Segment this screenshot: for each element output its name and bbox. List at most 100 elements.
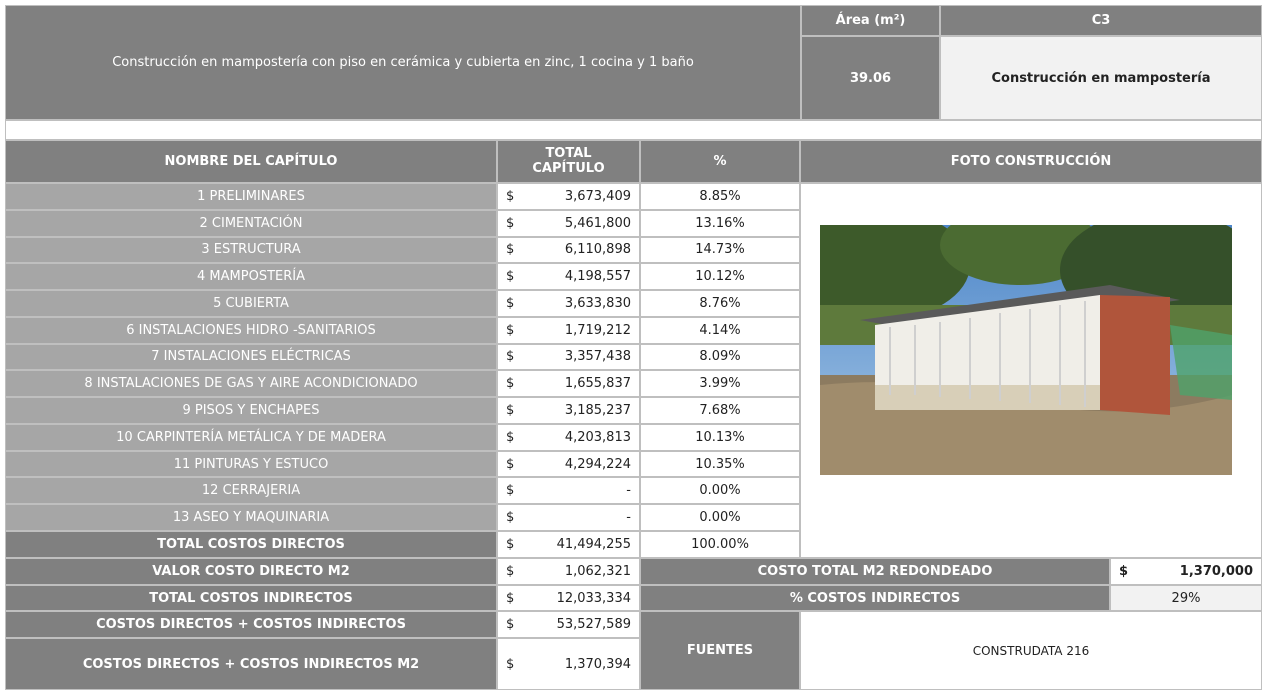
chapter-percent: 7.68% — [640, 397, 800, 424]
currency: $ — [506, 617, 514, 632]
currency: $ — [506, 510, 514, 525]
chapter-percent: 10.13% — [695, 430, 745, 445]
currency: $ — [506, 657, 514, 672]
amount: 1,719,212 — [565, 323, 631, 338]
sources-value: CONSTRUDATA 216 — [973, 644, 1090, 658]
code: C3 — [1092, 13, 1111, 28]
column-header: FOTO CONSTRUCCIÓN — [800, 140, 1262, 183]
chapter-name: 4 MAMPOSTERÍA — [5, 263, 497, 290]
amount: 5,461,800 — [565, 216, 631, 231]
construction-type: Construcción en mampostería — [940, 36, 1262, 120]
indirect-label: % COSTOS INDIRECTOS — [790, 591, 960, 606]
column-header: TOTAL CAPÍTULO — [497, 140, 640, 183]
code: C3 — [940, 5, 1262, 36]
chapter-name: 2 CIMENTACIÓN — [200, 216, 303, 231]
chapter-name: 7 INSTALACIONES ELÉCTRICAS — [5, 344, 497, 371]
description: Construcción en mampostería con piso en … — [5, 5, 801, 120]
money-cell: $4,294,224 — [497, 451, 640, 478]
money-cell: $4,198,557 — [497, 263, 640, 290]
currency: $ — [506, 591, 514, 606]
area-value: 39.06 — [850, 71, 891, 86]
chapter-name: 13 ASEO Y MAQUINARIA — [5, 504, 497, 531]
currency: $ — [506, 189, 514, 204]
indirect-value: 29% — [1172, 591, 1201, 606]
chapter-name: 6 INSTALACIONES HIDRO -SANITARIOS — [5, 317, 497, 344]
amount: 1,370,000 — [1180, 564, 1253, 579]
total-name: TOTAL COSTOS DIRECTOS — [5, 531, 497, 558]
indirect-label: % COSTOS INDIRECTOS — [640, 585, 1110, 611]
amount: 53,527,589 — [557, 617, 631, 632]
money-cell: $12,033,334 — [497, 585, 640, 611]
chapter-percent: 10.12% — [640, 263, 800, 290]
currency: $ — [506, 349, 514, 364]
amount: 3,673,409 — [565, 189, 631, 204]
currency: $ — [506, 216, 514, 231]
chapter-percent: 8.09% — [640, 344, 800, 371]
chapter-percent: 8.76% — [640, 290, 800, 317]
chapter-percent: 0.00% — [699, 483, 740, 498]
column-header: FOTO CONSTRUCCIÓN — [951, 154, 1112, 169]
amount: - — [626, 483, 631, 498]
money-cell: $3,357,438 — [497, 344, 640, 371]
chapter-name: 3 ESTRUCTURA — [201, 242, 300, 257]
chapter-percent: 10.13% — [640, 424, 800, 451]
chapter-percent: 14.73% — [695, 242, 745, 257]
chapter-percent: 4.14% — [699, 323, 740, 338]
chapter-percent: 3.99% — [699, 376, 740, 391]
currency: $ — [506, 376, 514, 391]
chapter-name: 8 INSTALACIONES DE GAS Y AIRE ACONDICION… — [5, 370, 497, 397]
amount: 4,198,557 — [565, 269, 631, 284]
money-cell: $41,494,255 — [497, 531, 640, 558]
money-cell: $1,719,212 — [497, 317, 640, 344]
construction-type: Construcción en mampostería — [991, 71, 1210, 86]
chapter-name: 12 CERRAJERIA — [5, 477, 497, 504]
chapter-name: 9 PISOS Y ENCHAPES — [5, 397, 497, 424]
currency: $ — [506, 537, 514, 552]
column-header: % — [640, 140, 800, 183]
chapter-name: 9 PISOS Y ENCHAPES — [182, 403, 319, 418]
amount: 1,655,837 — [565, 376, 631, 391]
chapter-name: 11 PINTURAS Y ESTUCO — [174, 457, 329, 472]
chapter-name: 11 PINTURAS Y ESTUCO — [5, 451, 497, 478]
amount: 3,357,438 — [565, 349, 631, 364]
chapter-name: 5 CUBIERTA — [213, 296, 289, 311]
chapter-name: 1 PRELIMINARES — [5, 183, 497, 210]
total-name: TOTAL COSTOS DIRECTOS — [157, 537, 345, 552]
total-name: TOTAL COSTOS INDIRECTOS — [149, 591, 352, 606]
indirect-value: 29% — [1110, 585, 1262, 611]
construction-photo — [820, 225, 1232, 475]
spacer — [5, 120, 1262, 140]
total-name: COSTOS DIRECTOS + COSTOS INDIRECTOS M2 — [5, 638, 497, 690]
chapter-name: 6 INSTALACIONES HIDRO -SANITARIOS — [126, 323, 376, 338]
currency: $ — [506, 457, 514, 472]
amount: 4,294,224 — [565, 457, 631, 472]
chapter-percent: 8.76% — [699, 296, 740, 311]
currency: $ — [506, 296, 514, 311]
chapter-name: 5 CUBIERTA — [5, 290, 497, 317]
total-name: VALOR COSTO DIRECTO M2 — [5, 558, 497, 585]
chapter-percent: 0.00% — [699, 510, 740, 525]
column-header: TOTAL CAPÍTULO — [528, 147, 609, 176]
chapter-percent: 10.35% — [695, 457, 745, 472]
area-value: 39.06 — [801, 36, 940, 120]
chapter-name: 10 CARPINTERÍA METÁLICA Y DE MADERA — [5, 424, 497, 451]
chapter-percent: 7.68% — [699, 403, 740, 418]
chapter-name: 1 PRELIMINARES — [197, 189, 305, 204]
total-name: COSTOS DIRECTOS + COSTOS INDIRECTOS — [5, 611, 497, 638]
amount: 12,033,334 — [557, 591, 631, 606]
money-cell: $1,062,321 — [497, 558, 640, 585]
amount: 1,062,321 — [565, 564, 631, 579]
chapter-name: 3 ESTRUCTURA — [5, 237, 497, 264]
chapter-name: 8 INSTALACIONES DE GAS Y AIRE ACONDICION… — [84, 376, 417, 391]
chapter-percent: 10.12% — [695, 269, 745, 284]
chapter-percent: 14.73% — [640, 237, 800, 264]
amount: 4,203,813 — [565, 430, 631, 445]
chapter-percent: 8.85% — [640, 183, 800, 210]
amount: - — [626, 510, 631, 525]
total-percent: 100.00% — [691, 537, 749, 552]
amount: 3,633,830 — [565, 296, 631, 311]
currency: $ — [506, 323, 514, 338]
chapter-percent: 10.35% — [640, 451, 800, 478]
chapter-name: 2 CIMENTACIÓN — [5, 210, 497, 237]
money-cell: $3,673,409 — [497, 183, 640, 210]
